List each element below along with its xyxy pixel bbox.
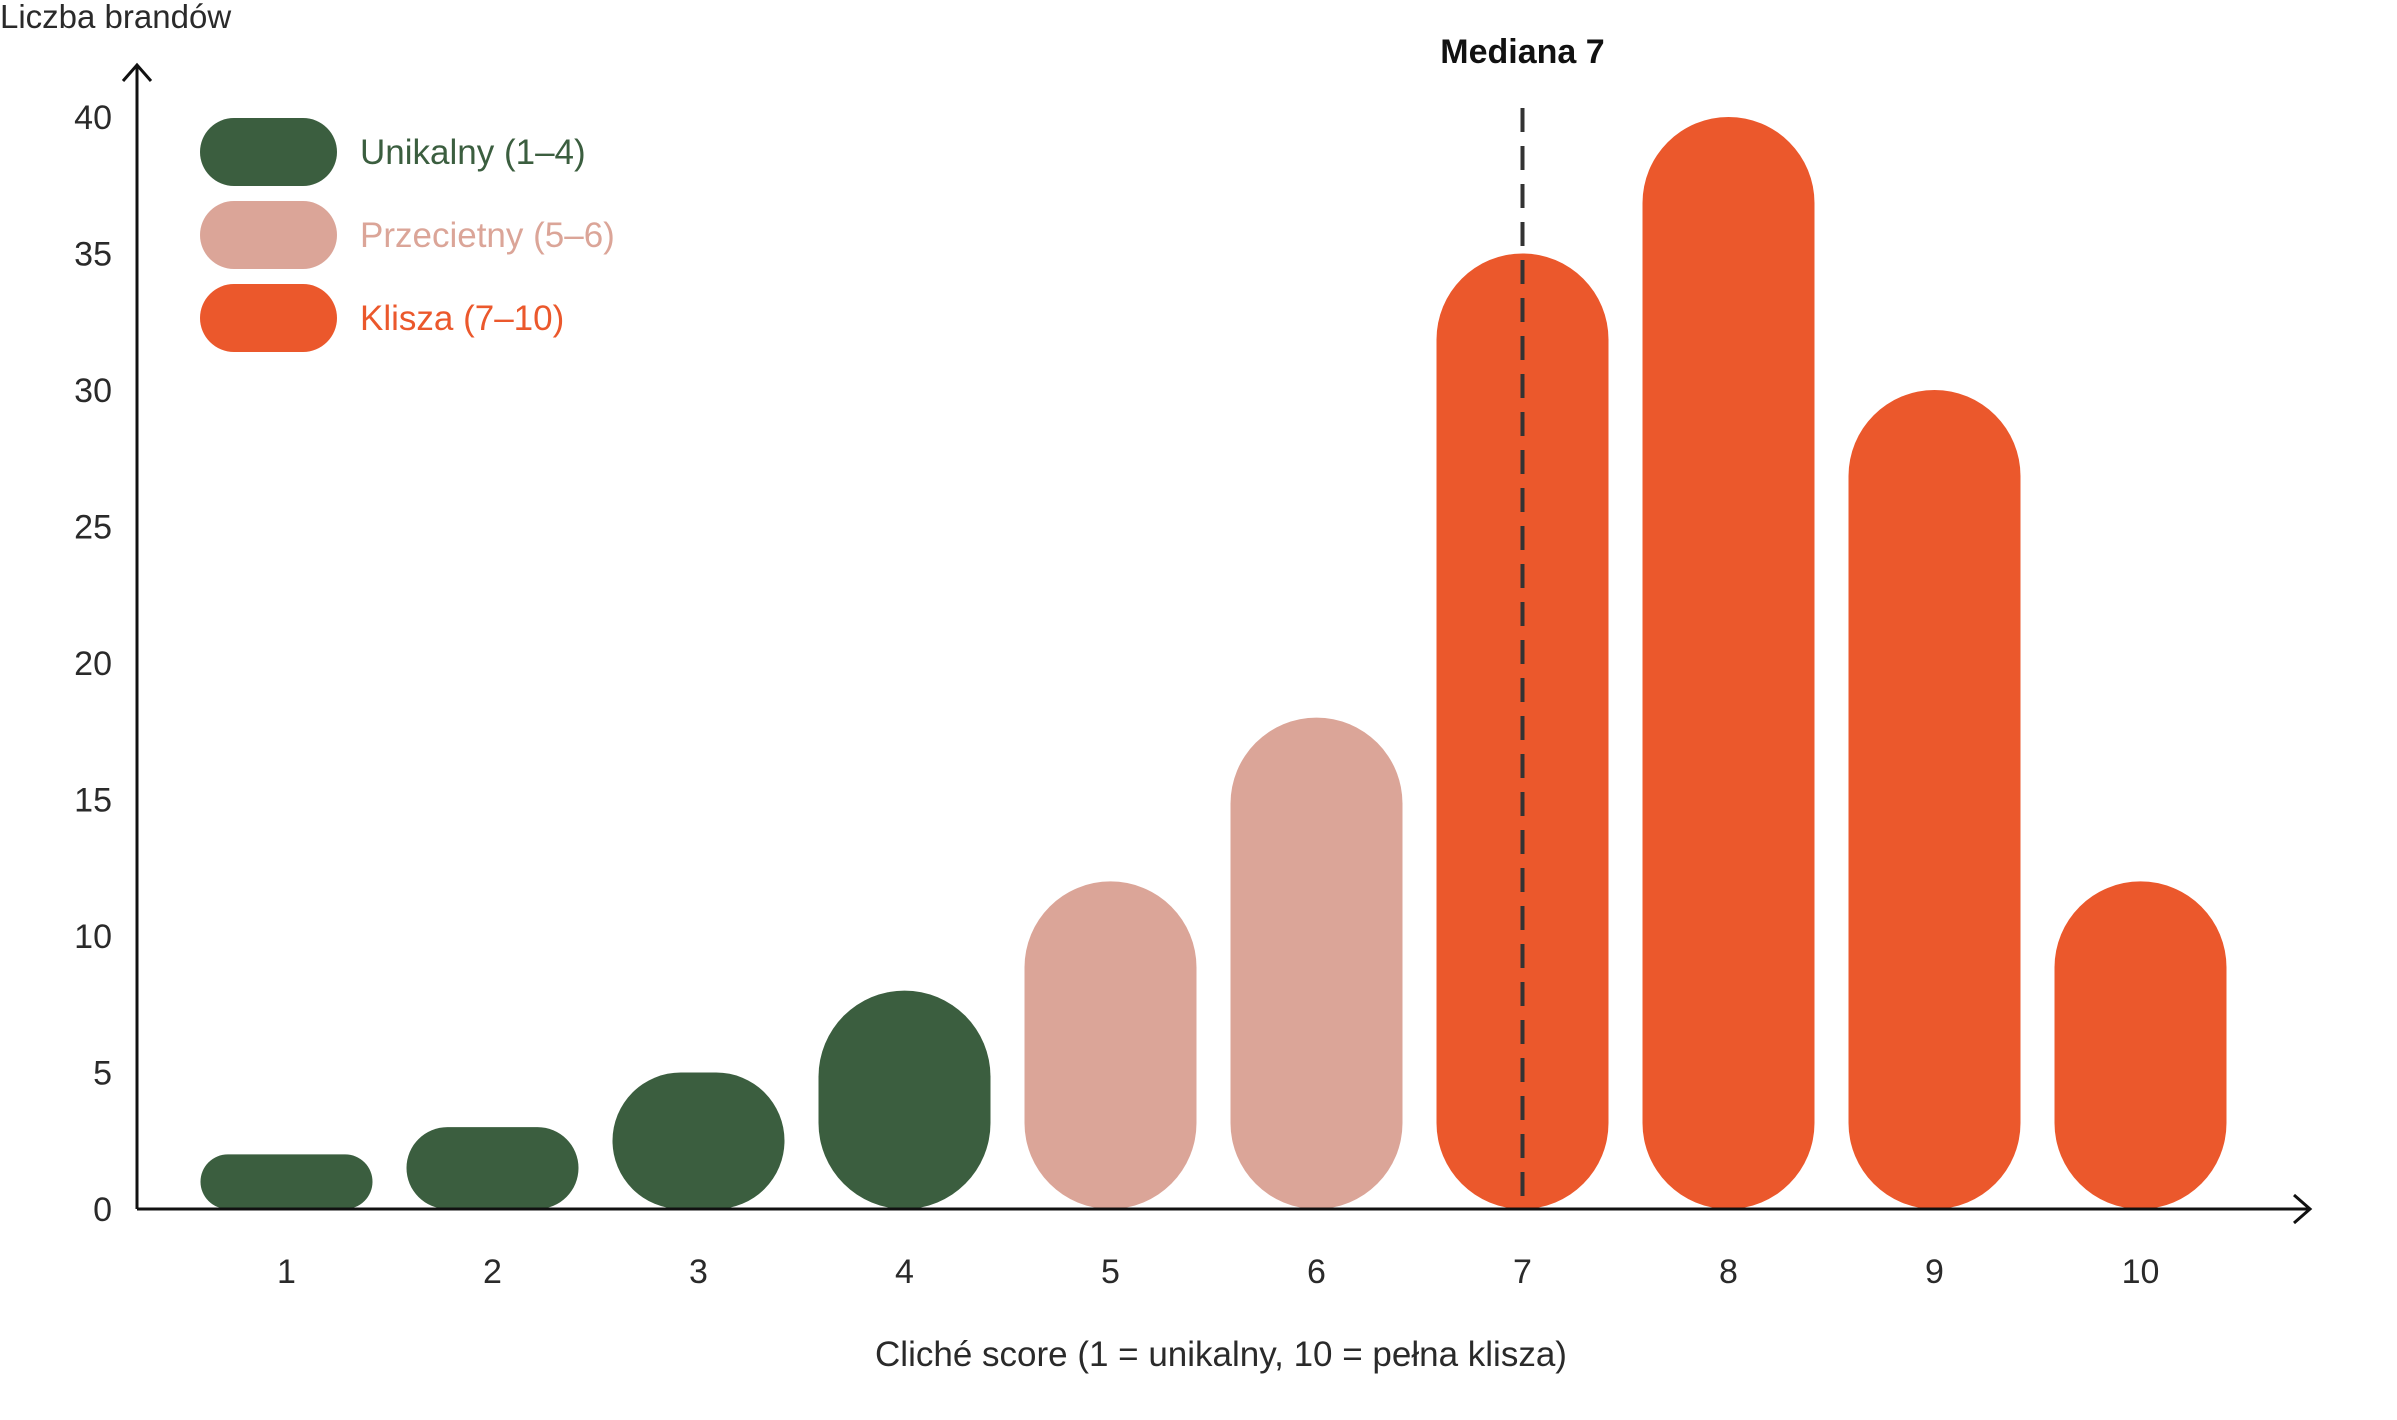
axes: 0 5 10 15 20 25 30 35 40 1 2 3 4 5 6 7 8 9 10: [74, 62, 2313, 1291]
x-tick-label-1: 1: [277, 1253, 296, 1291]
y-tick-label-25: 25: [74, 509, 112, 547]
legend-swatch-klisza: [200, 284, 337, 352]
x-tick-label-3: 3: [689, 1253, 708, 1291]
y-tick-label-20: 20: [74, 645, 112, 683]
bar-1: [200, 1154, 373, 1209]
median-marker: Mediana 7: [1440, 33, 1605, 1209]
legend-label-unikalny: Unikalny (1–4): [360, 133, 586, 172]
x-tick-label-4: 4: [895, 1253, 914, 1291]
x-tick-label-10: 10: [2122, 1253, 2160, 1291]
x-tick-label-2: 2: [483, 1253, 502, 1291]
legend-label-przecietny: Przecietny (5–6): [360, 216, 615, 255]
bar-9: [1848, 390, 2021, 1209]
legend: Unikalny (1–4) Przecietny (5–6) Klisza (7–…: [200, 118, 615, 352]
bars: [200, 117, 2227, 1209]
bar-3: [612, 1072, 785, 1209]
legend-swatch-unikalny: [200, 118, 337, 186]
median-label: Mediana 7: [1440, 33, 1604, 71]
x-axis-title: Cliché score (1 = unikalny, 10 = pełna k…: [875, 1335, 1567, 1374]
bar-10: [2054, 881, 2227, 1209]
x-tick-label-8: 8: [1719, 1253, 1738, 1291]
legend-swatch-przecietny: [200, 201, 337, 269]
y-tick-label-5: 5: [93, 1055, 112, 1093]
y-tick-label-0: 0: [93, 1191, 112, 1229]
bar-6: [1230, 717, 1403, 1209]
y-tick-label-15: 15: [74, 782, 112, 820]
y-axis-title: Liczba brandów: [0, 0, 231, 35]
y-axis-arrow-icon: [121, 62, 153, 82]
bar-2: [406, 1127, 579, 1209]
y-tick-label-35: 35: [74, 236, 112, 274]
y-tick-label-30: 30: [74, 372, 112, 410]
y-tick-label-40: 40: [74, 99, 112, 137]
bar-5: [1024, 881, 1197, 1209]
y-tick-label-10: 10: [74, 918, 112, 956]
bar-8: [1642, 117, 1815, 1209]
legend-label-klisza: Klisza (7–10): [360, 299, 564, 338]
x-tick-label-6: 6: [1307, 1253, 1326, 1291]
x-axis-arrow-icon: [2293, 1193, 2313, 1225]
x-tick-label-5: 5: [1101, 1253, 1120, 1291]
x-tick-label-9: 9: [1925, 1253, 1944, 1291]
bar-4: [818, 990, 991, 1209]
x-tick-label-7: 7: [1513, 1253, 1532, 1291]
